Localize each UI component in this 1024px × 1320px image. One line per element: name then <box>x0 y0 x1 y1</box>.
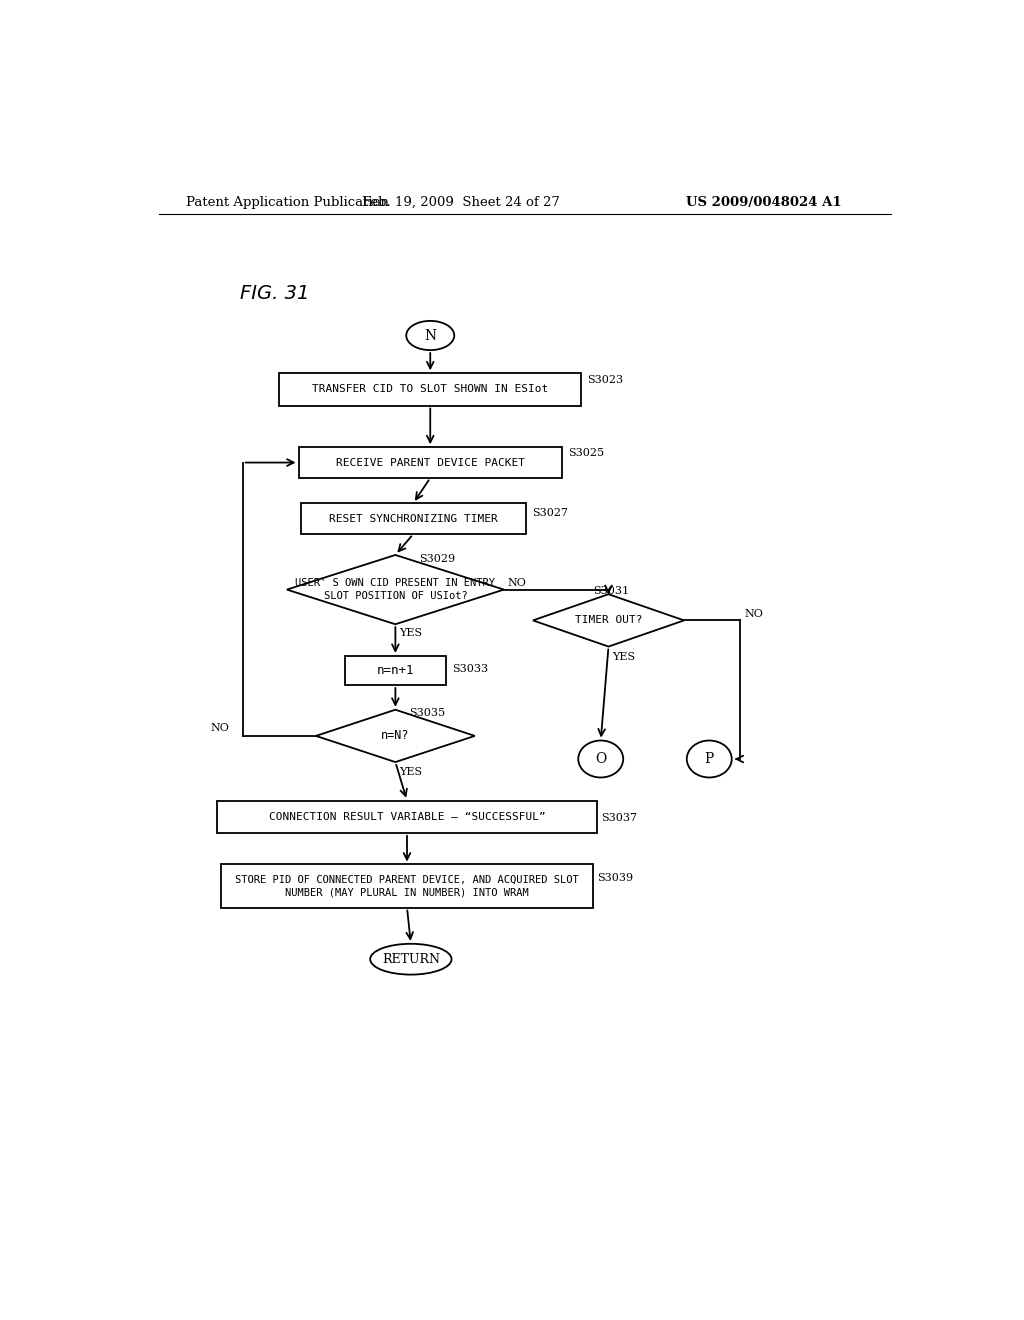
Text: NO: NO <box>210 723 229 733</box>
Text: S3035: S3035 <box>410 708 445 718</box>
Polygon shape <box>532 594 684 647</box>
Text: n=n+1: n=n+1 <box>377 664 414 677</box>
Text: S3023: S3023 <box>588 375 624 385</box>
Text: O: O <box>595 752 606 766</box>
Text: FIG. 31: FIG. 31 <box>241 284 309 302</box>
Text: n=N?: n=N? <box>381 730 410 742</box>
Text: S3039: S3039 <box>597 874 633 883</box>
Text: S3027: S3027 <box>531 508 567 517</box>
FancyBboxPatch shape <box>345 656 445 685</box>
Text: S3029: S3029 <box>419 554 455 564</box>
Text: NO: NO <box>508 578 526 589</box>
Text: TRANSFER CID TO SLOT SHOWN IN ESIot: TRANSFER CID TO SLOT SHOWN IN ESIot <box>312 384 549 395</box>
Text: RESET SYNCHRONIZING TIMER: RESET SYNCHRONIZING TIMER <box>329 513 498 524</box>
Ellipse shape <box>371 944 452 974</box>
Text: USER' S OWN CID PRESENT IN ENTRY
SLOT POSITION OF USIot?: USER' S OWN CID PRESENT IN ENTRY SLOT PO… <box>295 578 496 601</box>
Polygon shape <box>316 710 475 762</box>
Text: US 2009/0048024 A1: US 2009/0048024 A1 <box>686 195 842 209</box>
Ellipse shape <box>687 741 732 777</box>
Text: NO: NO <box>744 610 763 619</box>
Text: Feb. 19, 2009  Sheet 24 of 27: Feb. 19, 2009 Sheet 24 of 27 <box>362 195 560 209</box>
Text: TIMER OUT?: TIMER OUT? <box>574 615 642 626</box>
Text: CONNECTION RESULT VARIABLE — “SUCCESSFUL”: CONNECTION RESULT VARIABLE — “SUCCESSFUL… <box>268 812 546 822</box>
Polygon shape <box>287 554 504 624</box>
Ellipse shape <box>579 741 624 777</box>
Text: STORE PID OF CONNECTED PARENT DEVICE, AND ACQUIRED SLOT
NUMBER (MAY PLURAL IN NU: STORE PID OF CONNECTED PARENT DEVICE, AN… <box>236 875 579 898</box>
Text: S3025: S3025 <box>568 449 604 458</box>
FancyBboxPatch shape <box>280 374 582 405</box>
Text: S3033: S3033 <box>452 664 488 675</box>
Text: Patent Application Publication: Patent Application Publication <box>186 195 389 209</box>
Text: S3031: S3031 <box>593 586 629 597</box>
Text: RECEIVE PARENT DEVICE PACKET: RECEIVE PARENT DEVICE PACKET <box>336 458 524 467</box>
Ellipse shape <box>407 321 455 350</box>
FancyBboxPatch shape <box>217 800 597 833</box>
FancyBboxPatch shape <box>301 503 525 535</box>
Text: YES: YES <box>399 628 422 639</box>
FancyBboxPatch shape <box>221 865 593 908</box>
Text: YES: YES <box>612 652 636 661</box>
Text: YES: YES <box>399 767 422 777</box>
Text: S3037: S3037 <box>601 813 637 824</box>
Text: P: P <box>705 752 714 766</box>
Text: N: N <box>424 329 436 342</box>
FancyBboxPatch shape <box>299 447 562 478</box>
Text: RETURN: RETURN <box>382 953 440 966</box>
